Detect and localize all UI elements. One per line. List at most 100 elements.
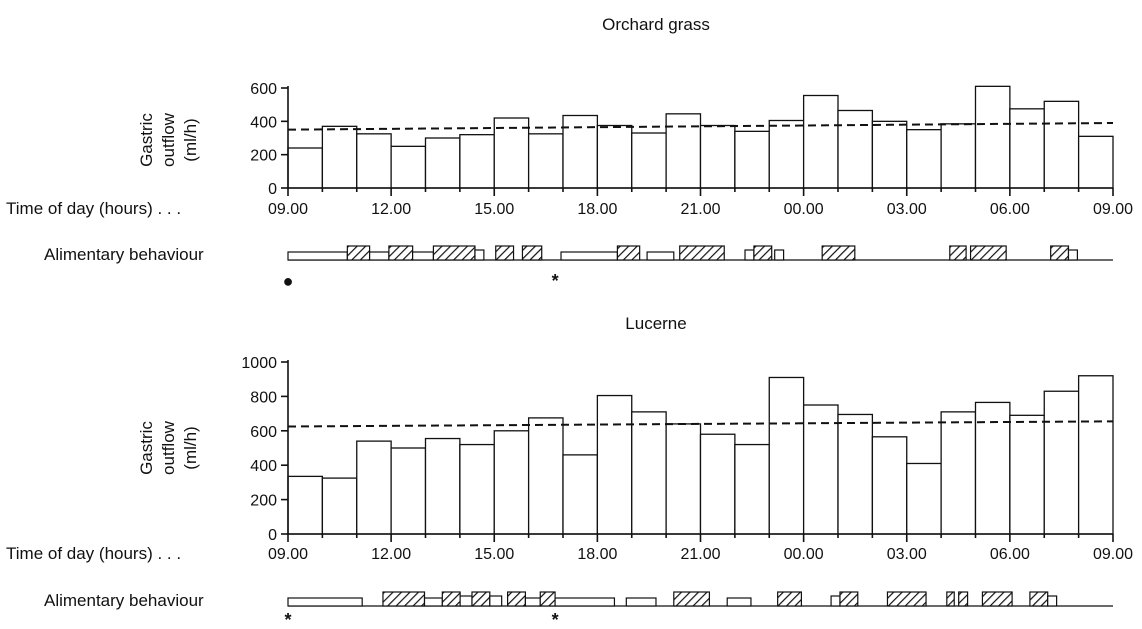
x-tick-label: 18.00 xyxy=(577,546,617,563)
bar xyxy=(287,475,324,535)
behaviour-label: Alimentary behaviour xyxy=(44,591,204,610)
behaviour-hatched-block xyxy=(471,591,491,607)
behaviour-hatched-block xyxy=(441,591,461,607)
behaviour-open-block xyxy=(459,595,473,607)
behaviour-hatched-block xyxy=(507,591,527,607)
bar xyxy=(1043,390,1080,535)
behaviour-open-block xyxy=(744,249,755,261)
bar xyxy=(459,443,495,535)
y-tick-label: 0 xyxy=(268,527,277,544)
behaviour-marker: * xyxy=(552,271,559,291)
bar xyxy=(665,113,702,189)
x-tick-label: 03.00 xyxy=(887,201,927,218)
behaviour-hatched-block xyxy=(777,591,802,607)
behaviour-layer: * * xyxy=(284,591,1113,629)
behaviour-open-block xyxy=(474,249,485,261)
bar xyxy=(631,132,667,189)
bar xyxy=(287,147,324,189)
y-tick-label: 200 xyxy=(250,493,277,510)
bar xyxy=(390,447,427,535)
bar xyxy=(940,123,977,189)
bar xyxy=(424,137,461,189)
bar xyxy=(768,376,805,535)
y-tick-label: 600 xyxy=(250,81,277,98)
x-tick-label: 18.00 xyxy=(577,201,617,218)
panel-title: Orchard grass xyxy=(602,15,710,34)
behaviour-open-block xyxy=(625,597,657,607)
x-tick-label: 15.00 xyxy=(474,201,514,218)
behaviour-open-block xyxy=(646,251,675,261)
bar xyxy=(871,120,908,189)
behaviour-open-block xyxy=(560,251,619,261)
x-axis-label: Time of day (hours) . . . xyxy=(6,199,181,218)
bar xyxy=(527,417,564,535)
behaviour-marker: * xyxy=(552,610,559,629)
behaviour-open-block xyxy=(830,595,841,607)
x-tick-label: 06.00 xyxy=(990,201,1030,218)
bar xyxy=(802,404,839,535)
bar xyxy=(906,129,942,189)
bar xyxy=(459,134,495,189)
bar xyxy=(871,436,908,535)
y-tick-label: 400 xyxy=(250,114,277,131)
x-tick-label: 15.00 xyxy=(474,546,514,563)
bar xyxy=(424,437,461,535)
panel-orchard-grass: Orchard grass Gastric outflow (ml/h) Tim… xyxy=(6,15,1133,291)
behaviour-hatched-block xyxy=(521,245,543,261)
behaviour-hatched-block xyxy=(958,591,969,607)
behaviour-open-block xyxy=(1067,249,1078,261)
bar xyxy=(527,133,564,189)
y-tick-label: 600 xyxy=(250,424,277,441)
y-tick-label: 400 xyxy=(250,458,277,475)
behaviour-hatched-block xyxy=(946,591,955,607)
behaviour-hatched-block xyxy=(981,591,1013,607)
behaviour-open-block xyxy=(489,595,503,607)
bar xyxy=(1077,135,1114,189)
x-tick-label: 09.00 xyxy=(1093,201,1133,218)
behaviour-hatched-block xyxy=(1050,245,1070,261)
behaviour-marker: * xyxy=(284,610,291,629)
behaviour-label: Alimentary behaviour xyxy=(44,245,204,264)
bar xyxy=(734,130,770,189)
bar xyxy=(802,94,839,189)
bar xyxy=(974,85,1011,189)
bar xyxy=(321,125,358,189)
x-tick-label: 12.00 xyxy=(371,546,411,563)
behaviour-hatched-block xyxy=(495,245,515,261)
x-tick-label: 00.00 xyxy=(784,201,824,218)
behaviour-hatched-block xyxy=(886,591,927,607)
behaviour-hatched-block xyxy=(616,245,641,261)
y-tick-label: 800 xyxy=(250,389,277,406)
bar xyxy=(562,454,599,535)
bar xyxy=(699,124,736,189)
y-axis-label-line-3: (ml/h) xyxy=(181,426,200,469)
behaviour-open-block xyxy=(1047,595,1058,607)
bars-layer xyxy=(287,85,1114,189)
bar xyxy=(631,411,667,535)
bar xyxy=(1009,108,1045,189)
behaviour-hatched-block xyxy=(821,245,856,261)
behaviour-hatched-block xyxy=(673,591,711,607)
behaviour-open-block xyxy=(726,597,752,607)
behaviour-marker: ● xyxy=(283,271,294,291)
axes-layer: 0 200 400 600 800 1000 09.00 12.00 15.00 18.00 21.… xyxy=(241,355,1133,563)
bar xyxy=(906,462,942,535)
y-axis-label-line-2: outflow xyxy=(159,420,178,475)
bar xyxy=(699,433,736,535)
bar xyxy=(734,443,770,535)
behaviour-open-block xyxy=(774,249,785,261)
bar xyxy=(390,145,427,189)
behaviour-open-block xyxy=(524,597,541,607)
panel-title: Lucerne xyxy=(625,314,686,333)
x-tick-label: 00.00 xyxy=(784,546,824,563)
bar xyxy=(837,109,874,189)
x-tick-label: 09.00 xyxy=(268,546,308,563)
x-tick-label: 09.00 xyxy=(1093,546,1133,563)
bar xyxy=(356,440,392,535)
bar xyxy=(768,119,805,189)
mean-line xyxy=(287,420,1114,428)
behaviour-layer: ● * xyxy=(283,245,1113,291)
bar xyxy=(1009,414,1045,535)
bar xyxy=(665,423,702,535)
